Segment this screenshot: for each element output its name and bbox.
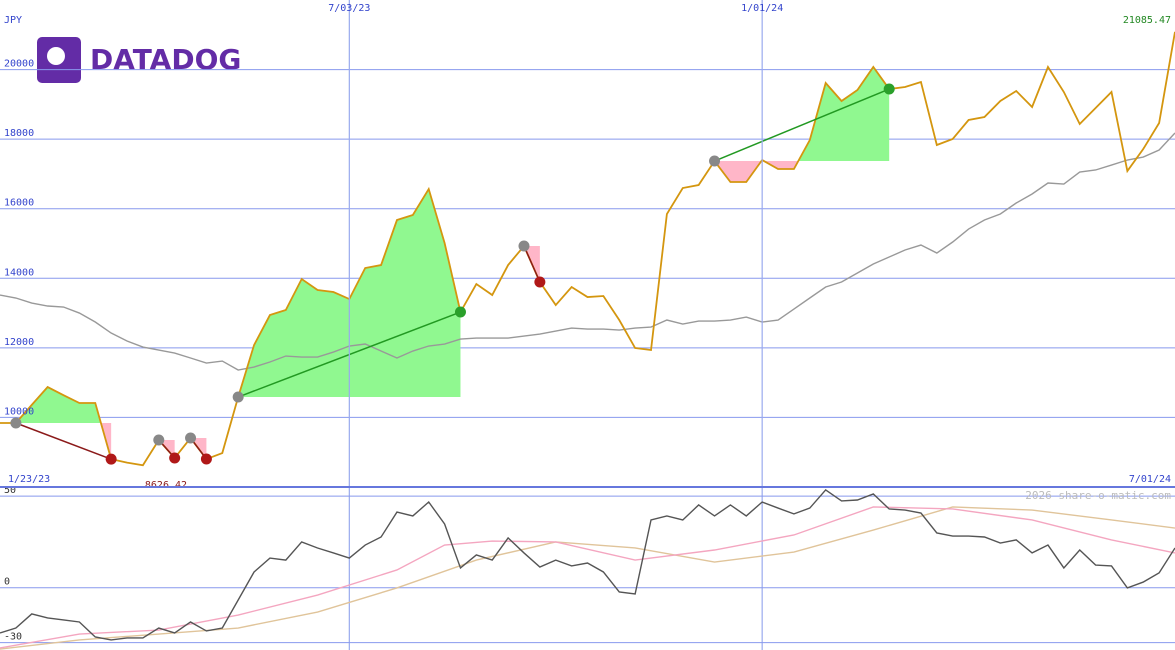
series-line (0, 31, 1175, 467)
series-line (0, 506, 1175, 650)
x-tick-label: 7/01/24 (1129, 474, 1171, 485)
sell-marker (534, 276, 546, 288)
trade-line (15, 422, 112, 460)
sell-marker (454, 306, 466, 318)
trade-line (523, 245, 541, 283)
panel (0, 488, 1175, 650)
loss-area (714, 161, 890, 182)
series-line (0, 132, 1175, 371)
y-tick-label: 0 (4, 577, 10, 588)
y-tick-label: 14000 (4, 267, 34, 278)
x-tick-label: 7/03/23 (328, 3, 370, 14)
logo-text: DATADOG (90, 43, 241, 76)
sell-marker (169, 452, 181, 464)
y-tick-label: 10000 (4, 406, 34, 417)
max-label: 21085.47 (1123, 15, 1171, 26)
series-line (0, 506, 1175, 649)
y-tick-label: 18000 (4, 128, 34, 139)
y-tick-label: 50 (4, 485, 16, 496)
buy-marker (709, 155, 721, 167)
buy-marker (10, 417, 22, 429)
panel (0, 31, 1175, 467)
watermark: 2026 share-o-matic.com (1025, 489, 1171, 502)
y-tick-label: 20000 (4, 59, 34, 70)
buy-marker (153, 434, 165, 446)
gain-area (15, 387, 112, 423)
gain-area (714, 66, 890, 162)
y-tick-label: -30 (4, 632, 22, 643)
x-tick-label: 1/23/23 (8, 474, 50, 485)
y-tick-label: 16000 (4, 198, 34, 209)
sell-marker (883, 83, 895, 95)
x-tick-label: 1/01/24 (741, 3, 783, 14)
series-line (0, 488, 1175, 641)
logo: DATADOG (37, 37, 241, 83)
buy-marker (185, 432, 197, 444)
sell-marker (200, 453, 212, 465)
gain-area (238, 189, 461, 398)
buy-marker (518, 240, 530, 252)
trade-line (714, 88, 890, 162)
unit-label: JPY (4, 15, 22, 26)
logo-icon-face (47, 47, 65, 65)
min-label: 8626.42 (145, 480, 187, 491)
sell-marker (105, 453, 117, 465)
y-tick-label: 12000 (4, 337, 34, 348)
buy-marker (232, 391, 244, 403)
